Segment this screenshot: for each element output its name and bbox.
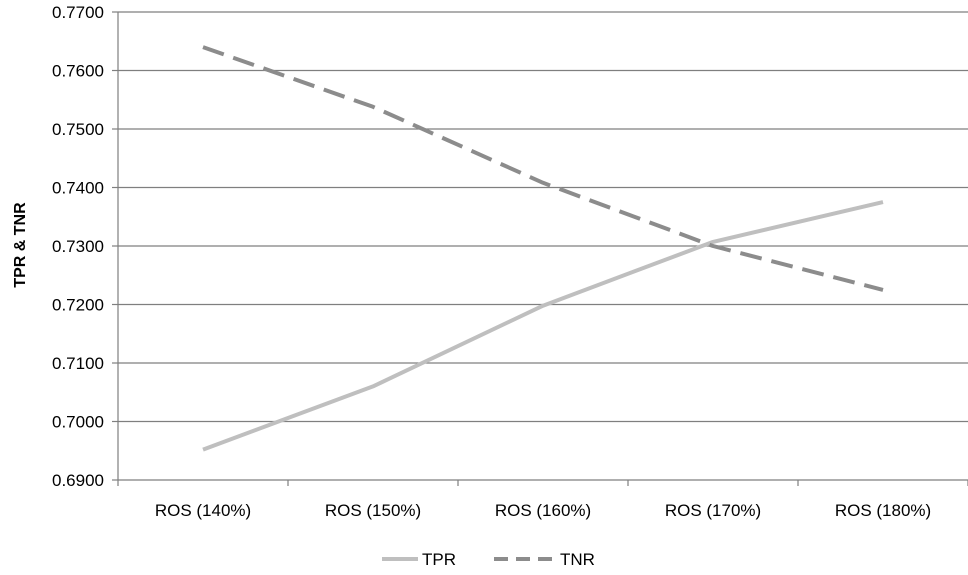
x-tick-labels: ROS (140%) ROS (150%) ROS (160%) ROS (170%)…: [155, 501, 931, 520]
y-tick-label: 0.6900: [52, 471, 104, 490]
y-tick-labels: 0.6900 0.7000 0.7100 0.7200 0.7300 0.7400 0.75…: [52, 3, 104, 490]
legend-label-tpr: TPR: [422, 550, 456, 569]
y-tick-label: 0.7200: [52, 296, 104, 315]
y-tick-label: 0.7700: [52, 3, 104, 22]
x-tick-label: ROS (150%): [325, 501, 421, 520]
y-tick-label: 0.7300: [52, 237, 104, 256]
y-tick-label: 0.7500: [52, 120, 104, 139]
series-line-tpr: [202, 200, 884, 452]
series-line-tnr: [202, 45, 884, 292]
y-tick-label: 0.7000: [52, 413, 104, 432]
legend: TPR TNR: [382, 550, 595, 569]
gridlines: [118, 11, 968, 423]
legend-label-tnr: TNR: [560, 550, 595, 569]
y-tick-label: 0.7600: [52, 62, 104, 81]
axes: [112, 11, 968, 486]
y-tick-label: 0.7400: [52, 179, 104, 198]
y-axis-title: TPR & TNR: [12, 202, 29, 288]
x-tick-label: ROS (170%): [665, 501, 761, 520]
series-lines: [202, 45, 884, 452]
x-tick-label: ROS (160%): [495, 501, 591, 520]
x-tick-label: ROS (180%): [835, 501, 931, 520]
y-tick-label: 0.7100: [52, 354, 104, 373]
x-tick-label: ROS (140%): [155, 501, 251, 520]
